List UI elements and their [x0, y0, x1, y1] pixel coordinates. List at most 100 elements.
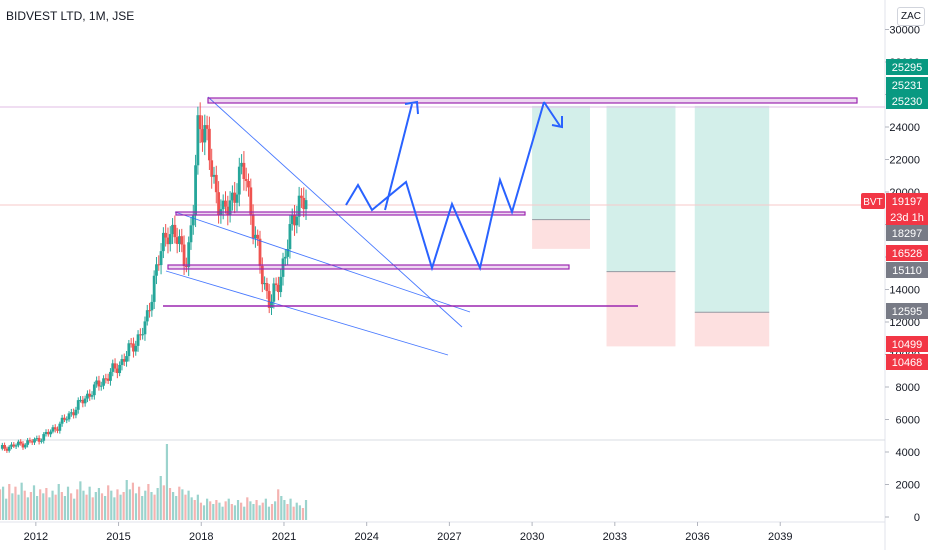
- candle-body: [283, 256, 287, 259]
- y-tick-label: 12000: [889, 317, 920, 329]
- candle-body: [235, 194, 239, 203]
- volume-bars: [0, 444, 308, 520]
- volume-bar: [218, 502, 221, 520]
- volume-bar: [42, 493, 45, 520]
- candle-body: [228, 200, 232, 215]
- price-tag-bg: [886, 225, 928, 241]
- volume-bar: [94, 492, 97, 520]
- price-tag-label: 10468: [892, 357, 923, 369]
- volume-bar: [134, 493, 138, 520]
- candle-body: [65, 419, 69, 421]
- candle-body: [69, 412, 73, 414]
- candle-body: [111, 363, 115, 372]
- volume-bar: [298, 505, 301, 520]
- candle-body: [104, 378, 108, 380]
- price-tag-label: 25295: [892, 62, 923, 74]
- candle-body: [109, 371, 112, 381]
- candle-body: [180, 236, 184, 245]
- candle-body: [136, 334, 140, 346]
- candle-body: [237, 166, 241, 195]
- volume-bar: [32, 485, 36, 520]
- volume-bar: [255, 500, 258, 520]
- volume-bar: [175, 496, 178, 520]
- volume-bar: [85, 494, 88, 520]
- candle-body: [17, 441, 20, 446]
- candle-body: [46, 432, 50, 435]
- volume-bar: [246, 497, 249, 520]
- volume-bar: [168, 488, 172, 520]
- volume-bar: [8, 484, 11, 520]
- candle-body: [247, 181, 250, 188]
- y-tick-label: 30000: [889, 25, 920, 37]
- price-tag-label: 25230: [892, 96, 923, 108]
- volume-bar: [199, 502, 203, 520]
- volume-bar: [162, 485, 165, 520]
- volume-bar: [187, 490, 190, 520]
- candle-body: [127, 343, 131, 357]
- volume-bar: [190, 497, 193, 520]
- volume-bar: [178, 486, 181, 520]
- y-tick-label: 2000: [896, 480, 920, 492]
- candle-body: [290, 214, 294, 225]
- volume-bar: [76, 489, 79, 520]
- candle-body: [152, 275, 156, 302]
- candle-body: [113, 363, 117, 369]
- candle-body: [293, 214, 296, 226]
- grid: [0, 0, 886, 550]
- candle-body: [184, 265, 188, 267]
- candle-body: [161, 232, 165, 252]
- arrowhead: [404, 100, 419, 115]
- volume-bar: [292, 506, 295, 520]
- candle-body: [81, 399, 85, 404]
- symbol-badge-bg: [861, 193, 885, 209]
- volume-bar: [270, 504, 274, 520]
- candle-body: [58, 423, 62, 431]
- candle-body: [263, 283, 267, 285]
- volume-bar: [153, 494, 156, 520]
- candle-body: [79, 399, 82, 401]
- candle-body: [129, 343, 133, 345]
- candle-body: [300, 195, 303, 198]
- volume-bar: [233, 505, 237, 520]
- candle-body: [40, 440, 43, 442]
- candle-body: [194, 165, 197, 216]
- volume-bar: [289, 498, 292, 520]
- y-tick-label: 22000: [889, 155, 920, 167]
- price-tag-bg: [886, 303, 928, 319]
- currency-button[interactable]: ZAC: [897, 7, 925, 26]
- volume-bar: [172, 492, 175, 520]
- volume-bar: [243, 506, 246, 520]
- volume-bar: [57, 484, 60, 520]
- x-tick-label: 2027: [437, 531, 461, 543]
- candle-body: [125, 356, 128, 362]
- volume-bar: [100, 493, 104, 520]
- candle-body: [279, 276, 283, 293]
- volume-bar: [267, 506, 271, 520]
- candle-body: [44, 432, 48, 435]
- candle-body: [281, 258, 285, 277]
- candle-body: [56, 429, 59, 431]
- candle-body: [138, 334, 142, 336]
- candle-body: [198, 115, 202, 130]
- candle-body: [304, 200, 308, 210]
- candle-body: [182, 244, 186, 266]
- candle-body: [141, 334, 145, 336]
- volume-bar: [113, 497, 116, 520]
- price-tag-bg: [886, 336, 928, 352]
- candle-body: [288, 224, 292, 250]
- volume-bar: [206, 498, 209, 520]
- candle-body: [148, 310, 151, 312]
- volume-bar: [51, 490, 54, 520]
- y-tick-label: 14000: [889, 285, 920, 297]
- candle-body: [187, 242, 191, 267]
- candle-body: [270, 301, 273, 308]
- volume-bar: [264, 498, 267, 520]
- volume-bar: [131, 482, 135, 520]
- trade-zones: [0, 105, 885, 347]
- price-tag-label: 10499: [892, 339, 923, 351]
- candle-body: [221, 200, 225, 210]
- candle-body: [175, 237, 179, 244]
- projection-down-arrow: [543, 101, 561, 127]
- volume-bar: [224, 501, 227, 520]
